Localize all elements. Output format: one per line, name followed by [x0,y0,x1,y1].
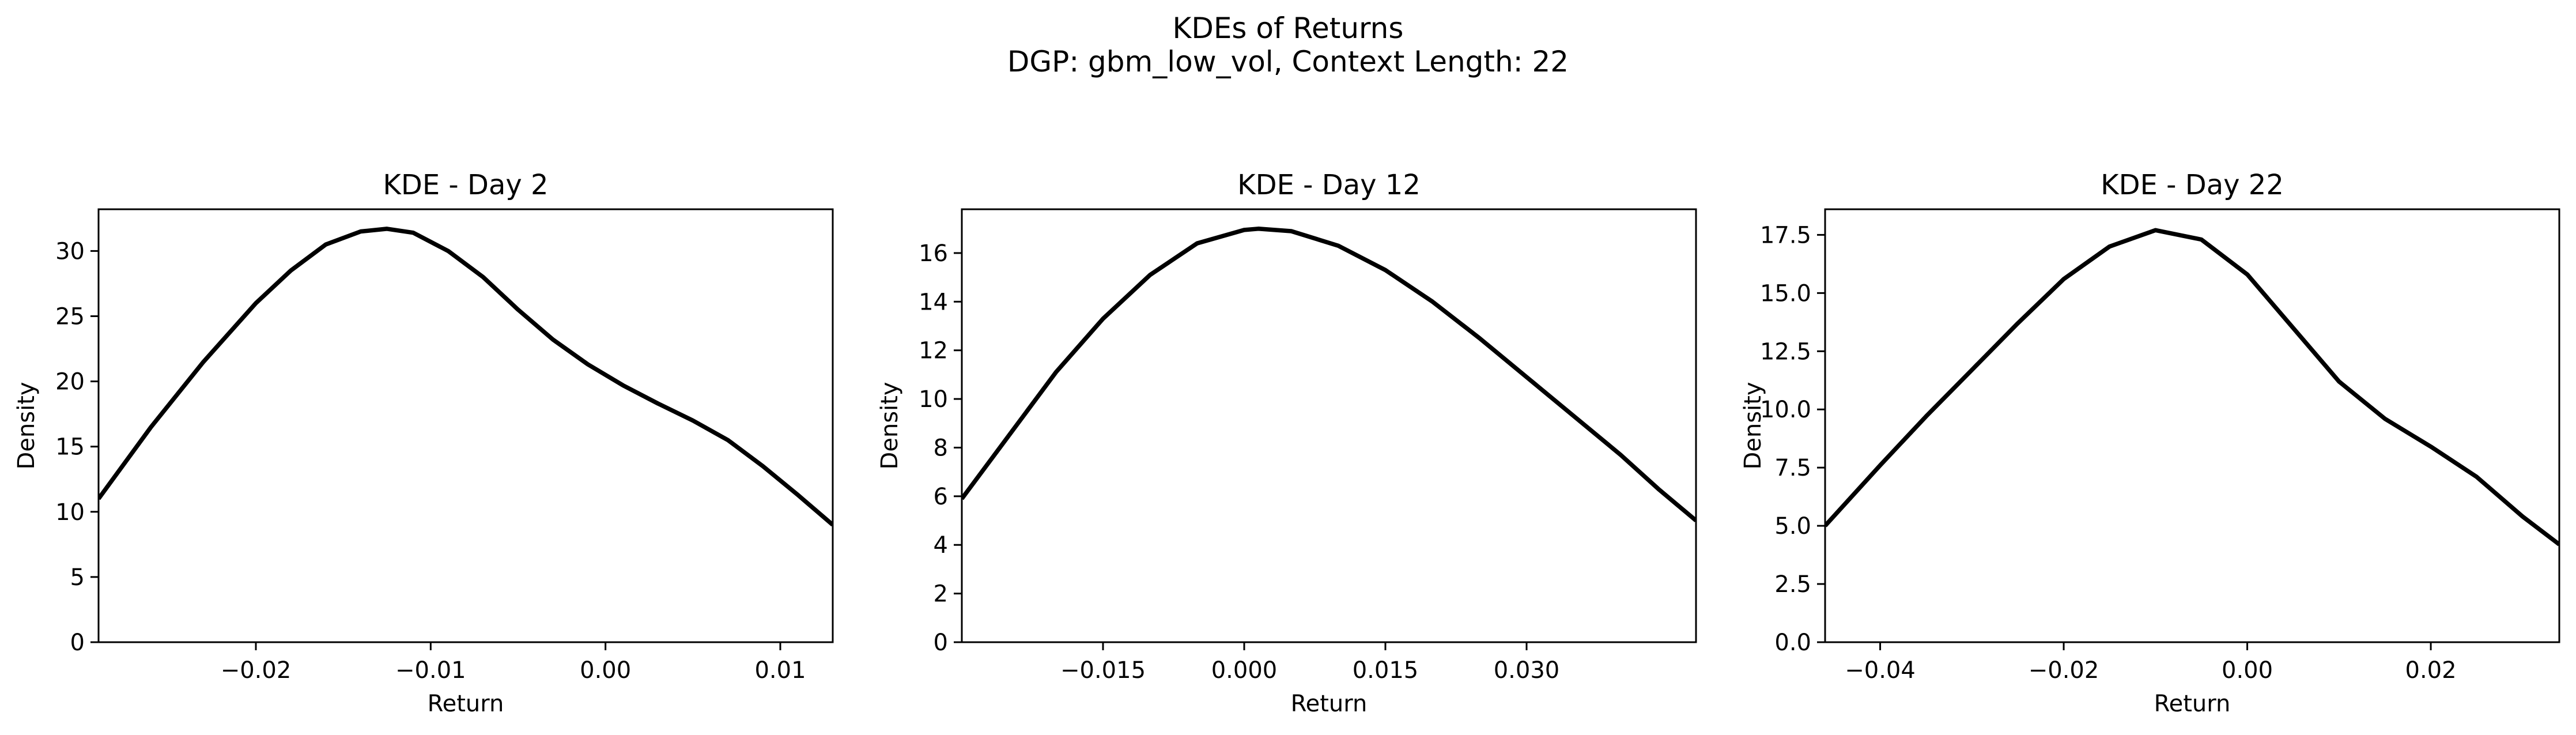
x-axis-label: Return [2154,691,2231,717]
x-tick-label: 0.030 [1494,657,1560,684]
y-tick-label: 7.5 [1774,455,1811,481]
y-tick-label: 10 [55,499,85,526]
x-tick-label: 0.00 [580,657,631,684]
y-tick-label: 25 [55,303,85,330]
y-tick-label: 30 [55,238,85,265]
y-tick-label: 15.0 [1760,280,1811,307]
x-axis-label: Return [428,691,504,717]
x-tick-label: 0.015 [1353,657,1419,684]
y-tick-label: 10 [919,386,948,413]
figure-title: KDEs of Returns [1173,12,1404,45]
x-tick-label: −0.015 [1060,657,1146,684]
y-tick-label: 5 [70,564,85,591]
x-tick-label: −0.02 [221,657,292,684]
x-tick-label: −0.02 [2029,657,2099,684]
y-axis-label: Density [877,382,903,469]
y-tick-label: 15 [55,434,85,461]
y-tick-label: 16 [919,240,948,267]
y-tick-label: 12 [919,338,948,364]
panel-title: KDE - Day 22 [2101,169,2284,201]
plot-frame [1824,208,2560,643]
kde-panel-day-22: KDE - Day 22 −0.04 −0.02 0.00 0.02 0.0 2.5 5.0 7… [1740,169,2560,717]
panel-title: KDE - Day 2 [383,169,548,201]
x-tick-label: 0.00 [2222,657,2273,684]
x-tick-label: 0.000 [1211,657,1278,684]
x-tick-label: −0.04 [1845,657,1916,684]
y-tick-label: 20 [55,369,85,395]
x-axis-label: Return [1291,691,1368,717]
y-tick-label: 5.0 [1774,513,1811,540]
y-tick-label: 4 [934,532,948,559]
panel-title: KDE - Day 12 [1237,169,1421,201]
y-tick-label: 14 [919,289,948,315]
kde-curve [962,227,1696,522]
kde-panel-day-12: KDE - Day 12 −0.015 0.000 0.015 0.030 0 2 4 6 8 10… [877,169,1697,717]
y-tick-label: 0 [934,630,948,656]
y-tick-label: 17.5 [1760,222,1811,248]
x-tick-label: −0.01 [395,657,466,684]
kde-curve [99,227,833,527]
y-tick-label: 10.0 [1760,397,1811,423]
y-tick-label: 12.5 [1760,338,1811,365]
y-tick-label: 0 [70,630,85,656]
x-tick-label: 0.01 [754,657,806,684]
plot-frame [97,208,834,643]
y-tick-label: 2.5 [1774,571,1811,598]
x-tick-label: 0.02 [2405,657,2457,684]
kde-curve [1825,228,2559,546]
figure-subtitle: DGP: gbm_low_vol, Context Length: 22 [1007,45,1569,78]
y-tick-label: 6 [934,484,948,510]
kde-panel-day-2: KDE - Day 2 −0.02 −0.01 0.00 0.01 0 5 10 15 20 25 3… [13,169,834,717]
y-axis-label: Density [13,382,40,469]
y-tick-label: 0.0 [1774,630,1811,656]
plot-frame [961,208,1697,643]
y-axis-label: Density [1740,382,1766,469]
y-tick-label: 2 [934,581,948,608]
y-tick-label: 8 [934,435,948,461]
